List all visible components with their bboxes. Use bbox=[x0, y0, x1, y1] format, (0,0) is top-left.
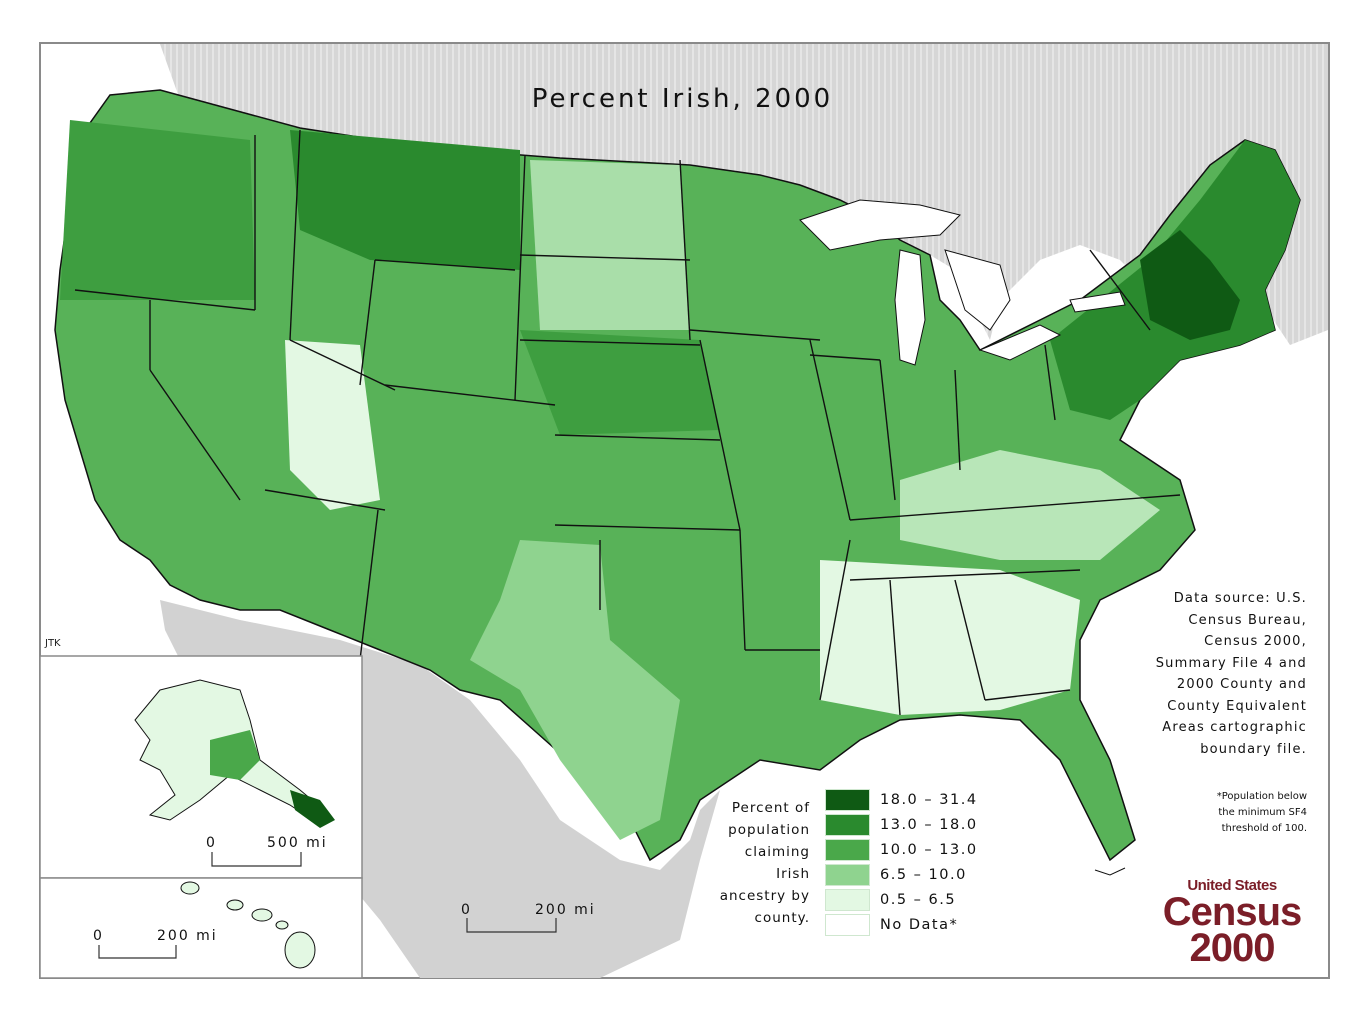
legend-swatch bbox=[825, 813, 870, 836]
scale-bar-hawaii bbox=[98, 945, 177, 959]
data-source-note: Data source: U.S. Census Bureau, Census … bbox=[1107, 588, 1307, 760]
scale-bar-alaska bbox=[211, 852, 302, 867]
canada-landmass bbox=[160, 44, 1328, 345]
author-credit: JTK bbox=[45, 638, 61, 649]
lake-superior bbox=[799, 199, 961, 251]
legend-swatch bbox=[825, 888, 870, 911]
source-line: Summary File 4 and bbox=[1155, 655, 1307, 671]
footnote: *Population below the minimum SF4 thresh… bbox=[1107, 789, 1307, 837]
florida-keys bbox=[1094, 867, 1126, 876]
legend-item: 6.5 – 10.0 bbox=[825, 862, 978, 887]
legend-caption: Percent of population claiming Irish anc… bbox=[700, 797, 810, 929]
legend: 18.0 – 31.4 13.0 – 18.0 10.0 – 13.0 6.5 … bbox=[825, 787, 978, 937]
source-line: Data source: U.S. bbox=[1173, 591, 1307, 606]
plains-mid bbox=[530, 160, 690, 330]
lake-ontario bbox=[1069, 291, 1126, 313]
legend-label: 18.0 – 31.4 bbox=[880, 791, 978, 808]
texas-low bbox=[470, 540, 680, 840]
logo-line: United States bbox=[1187, 877, 1277, 894]
legend-label: 0.5 – 6.5 bbox=[880, 891, 957, 908]
scale-hawaii-label: 200 mi bbox=[157, 928, 218, 944]
legend-caption-line: population bbox=[728, 822, 810, 838]
legend-item: 10.0 – 13.0 bbox=[825, 837, 978, 862]
logo-line: Census bbox=[1162, 890, 1303, 934]
scale-hawaii-zero: 0 bbox=[93, 928, 104, 944]
legend-item: 18.0 – 31.4 bbox=[825, 787, 978, 812]
legend-label: No Data* bbox=[880, 916, 959, 933]
northeast-core bbox=[1140, 230, 1240, 340]
montana-dark bbox=[290, 130, 520, 270]
state-boundaries bbox=[74, 129, 1181, 716]
legend-label: 13.0 – 18.0 bbox=[880, 816, 978, 833]
great-basin-low bbox=[285, 340, 380, 510]
southeast-low bbox=[820, 560, 1080, 715]
logo-line: 2000 bbox=[1189, 926, 1276, 970]
source-line: Census 2000, bbox=[1204, 634, 1307, 649]
census-2000-logo: United States Census 2000 bbox=[1162, 877, 1303, 970]
legend-label: 10.0 – 13.0 bbox=[880, 841, 978, 858]
source-line: Areas cartographic bbox=[1162, 720, 1307, 735]
legend-swatch bbox=[825, 863, 870, 886]
lake-huron bbox=[944, 249, 1011, 331]
map-title: Percent Irish, 2000 bbox=[531, 84, 834, 114]
legend-caption-line: ancestry by bbox=[719, 888, 810, 904]
scale-alaska-zero: 0 bbox=[206, 835, 217, 851]
lake-erie bbox=[978, 324, 1062, 361]
legend-swatch bbox=[825, 913, 870, 936]
source-line: 2000 County and bbox=[1176, 677, 1307, 692]
scale-alaska-label: 500 mi bbox=[267, 835, 328, 851]
legend-item: No Data* bbox=[825, 912, 978, 937]
scale-bar-main bbox=[466, 918, 557, 933]
source-line: boundary file. bbox=[1200, 741, 1307, 757]
northwest-dark bbox=[60, 120, 255, 300]
great-plains-dark bbox=[520, 330, 720, 435]
lake-michigan bbox=[894, 249, 926, 366]
legend-caption-line: Irish bbox=[776, 866, 810, 882]
legend-caption-line: Percent of bbox=[731, 800, 810, 816]
hawaii-islands bbox=[180, 881, 316, 969]
legend-caption-line: county. bbox=[754, 910, 810, 926]
legend-item: 0.5 – 6.5 bbox=[825, 887, 978, 912]
footnote-line: threshold of 100. bbox=[1221, 823, 1307, 834]
scale-main-zero: 0 bbox=[461, 902, 472, 918]
appalachia-low bbox=[900, 450, 1160, 560]
legend-swatch bbox=[825, 788, 870, 811]
legend-label: 6.5 – 10.0 bbox=[880, 866, 967, 883]
alaska-southcentral bbox=[210, 730, 260, 780]
legend-item: 13.0 – 18.0 bbox=[825, 812, 978, 837]
legend-caption-line: claiming bbox=[744, 844, 810, 860]
footnote-line: *Population below bbox=[1216, 791, 1307, 802]
legend-swatch bbox=[825, 838, 870, 861]
source-line: County Equivalent bbox=[1167, 698, 1307, 714]
scale-main-label: 200 mi bbox=[535, 902, 596, 918]
alaska-panhandle bbox=[290, 790, 335, 828]
footnote-line: the minimum SF4 bbox=[1218, 807, 1307, 818]
source-line: Census Bureau, bbox=[1188, 612, 1307, 628]
